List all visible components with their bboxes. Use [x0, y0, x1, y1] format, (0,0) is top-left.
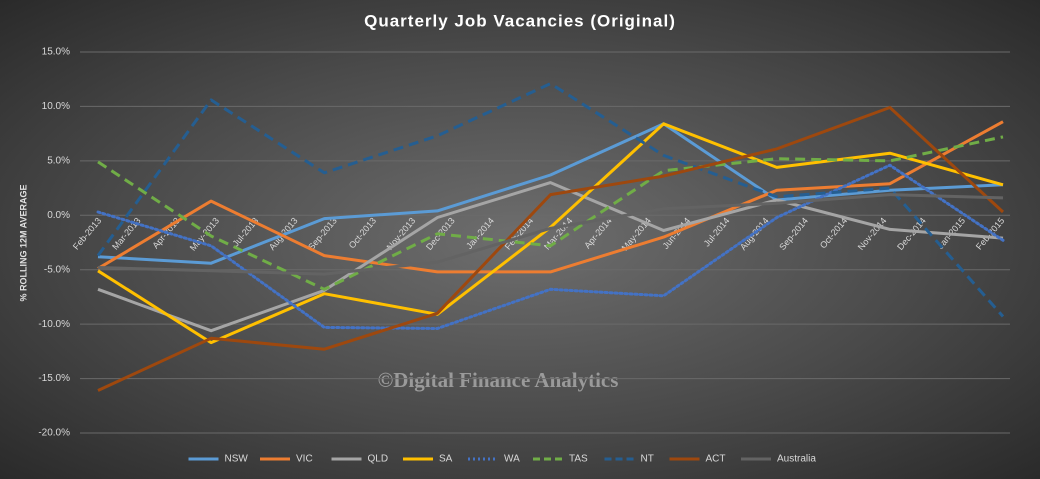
series-line — [97, 122, 1004, 265]
y-tick-label: -20.0% — [38, 428, 70, 439]
series-line — [97, 181, 1004, 333]
x-tick-label: Oct-2013 — [347, 216, 378, 251]
y-tick-label: -5.0% — [44, 264, 70, 275]
x-tick-label: Oct-2014 — [818, 216, 849, 251]
x-tick-label: Aug-2014 — [738, 216, 771, 252]
legend-item: TAS — [533, 454, 588, 465]
legend-label: VIC — [296, 454, 313, 465]
series-line — [97, 106, 1005, 392]
x-tick-label: May-2014 — [620, 216, 653, 253]
y-axis-title: % ROLLING 12M AVERAGE — [18, 184, 28, 301]
legend-label: SA — [439, 454, 453, 465]
y-tick-label: -10.0% — [38, 319, 70, 330]
legend-item: VIC — [260, 454, 313, 465]
legend-label: WA — [504, 454, 520, 465]
legend-label: ACT — [706, 454, 726, 465]
y-tick-label: 5.0% — [47, 155, 70, 166]
legend-item: ACT — [669, 454, 726, 465]
chart-title: Quarterly Job Vacancies (Original) — [364, 11, 676, 30]
legend-item: QLD — [331, 454, 389, 465]
series-line — [97, 193, 1004, 276]
legend-item: SA — [403, 454, 453, 465]
legend-item: NSW — [188, 454, 249, 465]
legend-item: WA — [468, 454, 520, 465]
x-tick-label: Sep-2014 — [777, 216, 810, 252]
x-tick-label: May-2013 — [188, 216, 221, 253]
y-tick-label: 10.0% — [42, 101, 70, 112]
legend-item: Australia — [741, 454, 816, 465]
series-line — [97, 135, 1004, 291]
legend-item: NT — [604, 454, 654, 465]
y-tick-label: -15.0% — [38, 373, 70, 384]
watermark: ©Digital Finance Analytics — [378, 368, 619, 392]
x-tick-label: Feb-2013 — [71, 216, 103, 252]
x-tick-label: Sep-2013 — [306, 216, 339, 252]
legend-label: Australia — [777, 454, 816, 465]
x-tick-label: Feb-2015 — [974, 216, 1006, 252]
legend-label: NSW — [225, 454, 249, 465]
legend-label: TAS — [569, 454, 588, 465]
y-tick-label: 0.0% — [47, 210, 70, 221]
x-tick-label: Dec-2014 — [895, 216, 928, 252]
legend-label: NT — [641, 454, 654, 465]
x-tick-label: Jul-2013 — [231, 216, 261, 249]
series-line — [96, 82, 1005, 318]
series-line — [97, 120, 1004, 274]
legend-label: QLD — [368, 454, 389, 465]
y-tick-label: 15.0% — [42, 47, 70, 58]
